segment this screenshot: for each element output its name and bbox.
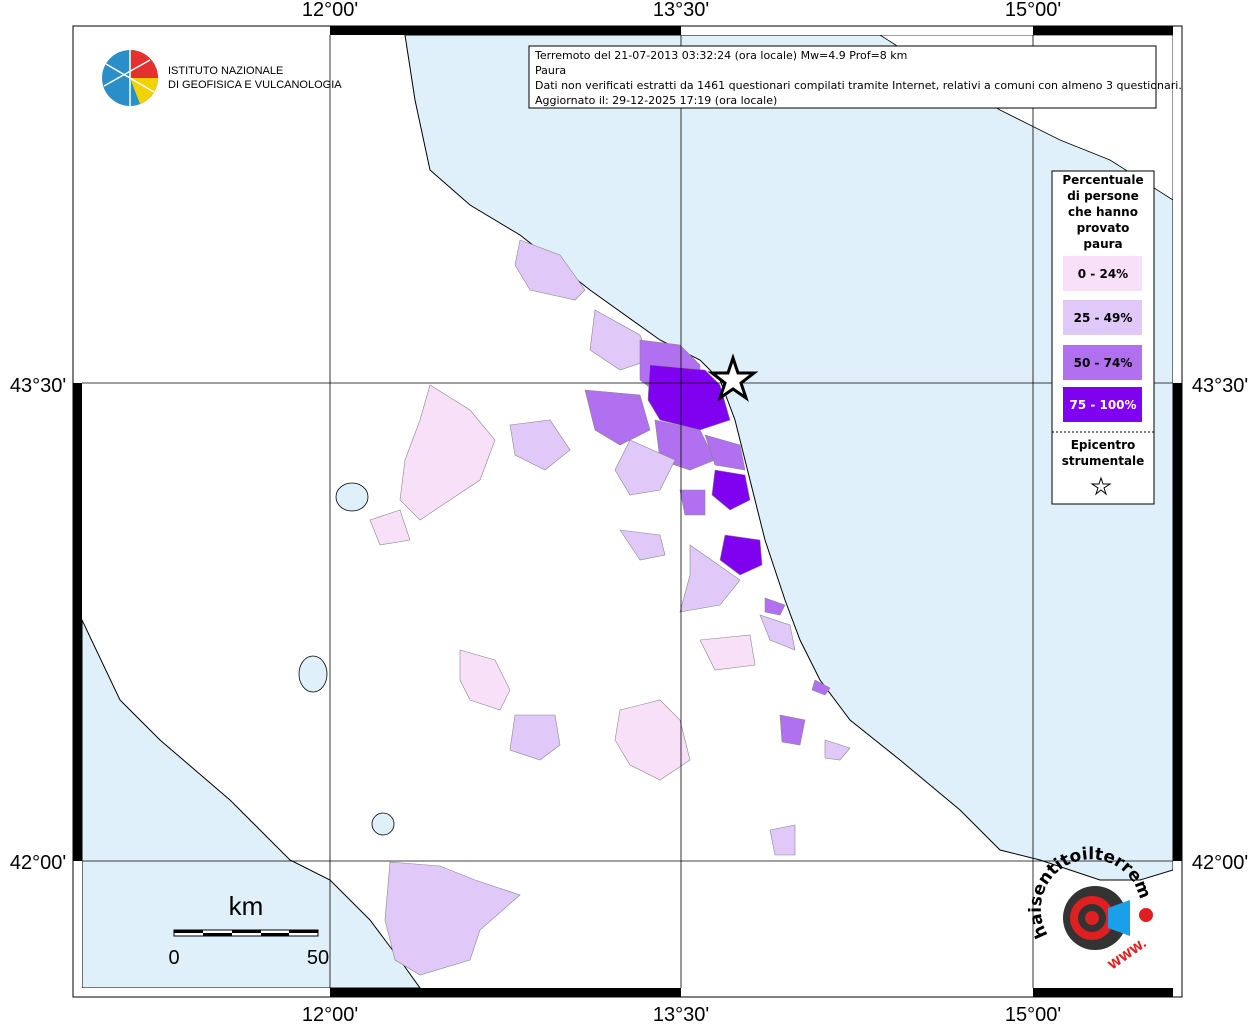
x-label: 12°00' (302, 0, 358, 21)
legend-swatch (1063, 387, 1142, 422)
legend-title: che hanno (1068, 205, 1138, 219)
municipality (514, 239, 586, 301)
legend-label: 25 - 49% (1074, 311, 1133, 325)
info-line: Dati non verificati estratti da 1461 que… (535, 79, 1182, 92)
municipality (369, 509, 411, 546)
graticule (82, 35, 1173, 988)
info-box (528, 45, 1157, 109)
scale-bar: km 0 50 (168, 891, 329, 969)
municipality (711, 469, 751, 511)
legend-label: 0 - 24% (1078, 267, 1128, 281)
municipality (509, 714, 561, 761)
y-label: 43°30' (1192, 375, 1248, 397)
municipality (704, 434, 746, 471)
municipality (509, 419, 571, 471)
logo-text: DI GEOFISICA E VULCANOLOGIA (168, 79, 342, 91)
municipality (614, 439, 676, 496)
lake (371, 812, 395, 836)
legend: Percentuale di persone che hanno provato pau… (1051, 170, 1155, 505)
municipality (399, 384, 496, 521)
x-label: 13°30' (653, 0, 709, 21)
municipality (769, 824, 796, 856)
legend-swatch (1063, 345, 1142, 380)
y-label: 42°00' (10, 852, 66, 874)
y-label: 42°00' (1192, 852, 1248, 874)
scale-unit: km (229, 891, 264, 921)
municipality (384, 861, 521, 976)
municipality (679, 489, 706, 516)
tick-labels: 12°00' 13°30' 15°00' 12°00' 13°30' 15°00… (10, 0, 1248, 1024)
info-line: Terremoto del 21-07-2013 03:32:24 (ora l… (534, 49, 907, 62)
municipality (614, 699, 691, 781)
logo-text: ISTITUTO NAZIONALE (168, 65, 283, 77)
frame-stripes (73, 26, 1182, 997)
x-label: 13°30' (653, 1004, 709, 1024)
legend-label: 50 - 74% (1074, 356, 1133, 370)
legend-star (1090, 476, 1112, 496)
x-label: 15°00' (1005, 1004, 1061, 1024)
municipality (584, 389, 651, 446)
municipality (824, 739, 851, 761)
lake (335, 482, 369, 512)
municipality (811, 679, 831, 696)
info-line: Paura (535, 64, 566, 77)
x-label: 15°00' (1005, 0, 1061, 21)
municipality (764, 597, 786, 616)
legend-title: di persone (1067, 189, 1139, 203)
x-label: 12°00' (302, 1004, 358, 1024)
epicenter-star (707, 353, 759, 402)
scale-start: 0 (168, 947, 179, 969)
legend-title: provato (1077, 221, 1130, 235)
legend-epicenter: strumentale (1062, 454, 1145, 468)
adriatic-sea (404, 35, 1173, 881)
legend-swatch (1063, 256, 1142, 291)
municipality (459, 649, 511, 711)
y-label: 43°30' (10, 375, 66, 397)
info-text: Terremoto del 21-07-2013 03:32:24 (ora l… (534, 49, 1182, 107)
ingv-logo: ISTITUTO NAZIONALE DI GEOFISICA E VULCAN… (102, 50, 342, 106)
legend-epicenter: Epicentro (1071, 438, 1136, 452)
municipality (699, 634, 756, 671)
municipality (759, 614, 796, 651)
municipality (679, 544, 741, 613)
map-area (82, 35, 1173, 988)
scale-end: 50 (307, 947, 329, 969)
legend-title: paura (1083, 237, 1122, 251)
legend-swatch (1063, 300, 1142, 335)
municipality (619, 529, 666, 561)
legend-box (1051, 170, 1155, 505)
legend-label: 75 - 100% (1069, 398, 1136, 412)
info-line: Aggiornato il: 29-12-2025 17:19 (ora loc… (535, 94, 777, 107)
lake (298, 655, 328, 693)
municipality (589, 309, 651, 371)
municipality (779, 714, 806, 746)
legend-title: Percentuale (1062, 173, 1143, 187)
municipality (719, 534, 763, 576)
municipality (647, 364, 731, 431)
